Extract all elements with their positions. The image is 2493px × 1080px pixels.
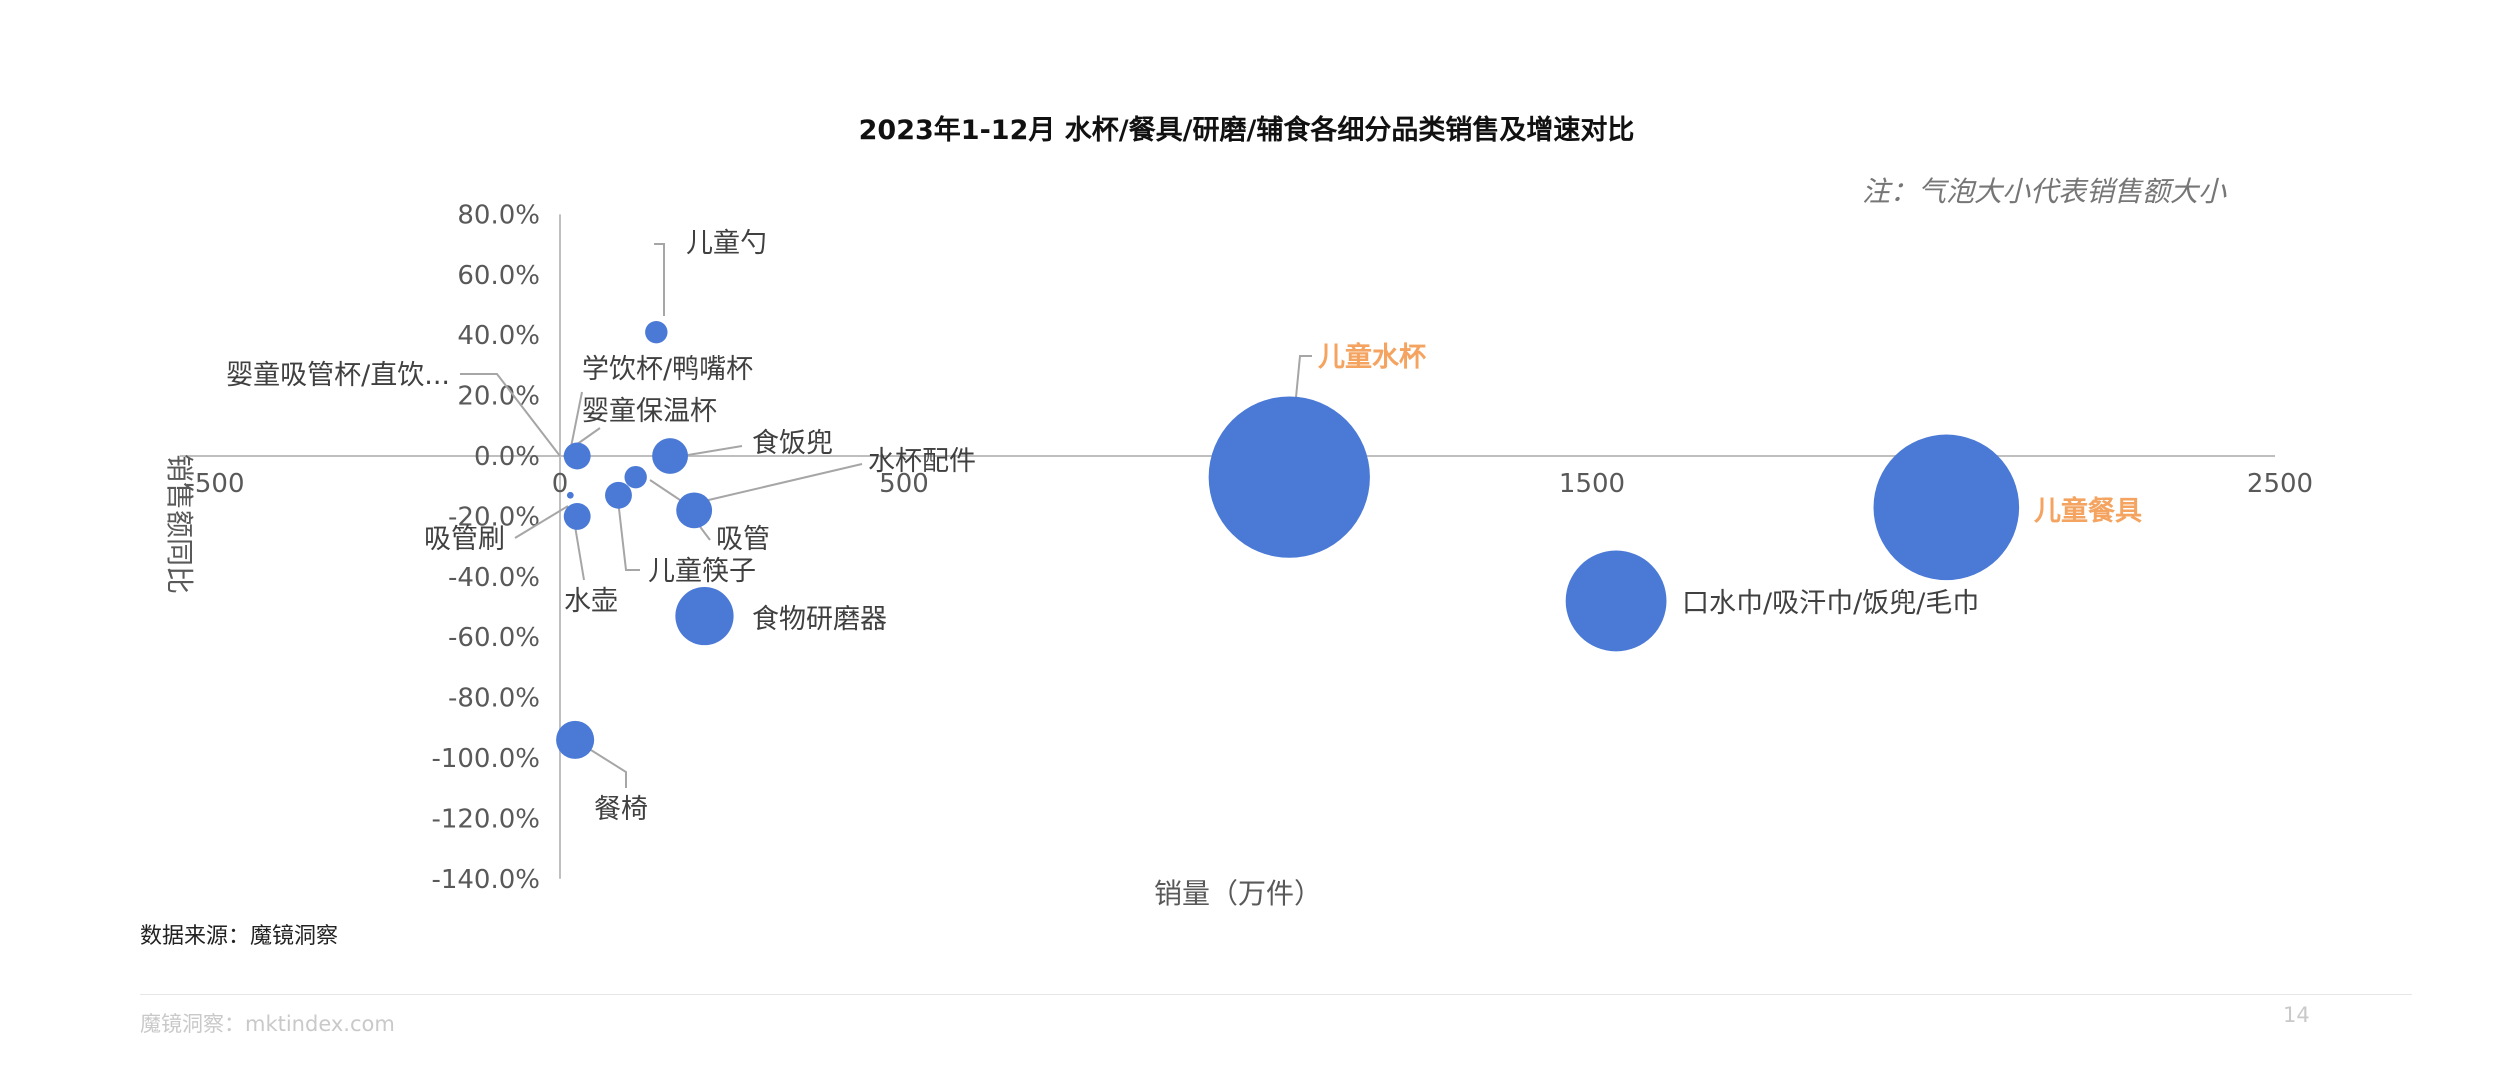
x-tick-label: 2500 [2247, 469, 2313, 499]
bubbles [556, 320, 2020, 759]
bubble [676, 492, 713, 529]
bubble [556, 720, 595, 759]
leader-line [617, 499, 640, 571]
y-tick-label: -20.0% [448, 502, 540, 532]
bubble [652, 438, 689, 474]
bubble-label: 餐椅 [594, 794, 648, 825]
leader-line [681, 445, 743, 457]
leader-line [569, 391, 583, 453]
bubble [645, 320, 668, 344]
y-tick-label: 60.0% [457, 261, 540, 291]
bubble-label: 儿童筷子 [648, 556, 756, 587]
x-tick-label: -500 [185, 469, 244, 499]
bubble [563, 502, 591, 530]
bubble-label: 儿童水杯 [1318, 341, 1426, 373]
bubble-label: 水壶 [564, 586, 618, 617]
chart-title: 2023年1-12月 水杯/餐具/研磨/辅食各细分品类销售及增速对比 [858, 115, 1635, 146]
bubble-label: 口水巾/吸汗巾/饭兜/毛巾 [1682, 588, 1979, 619]
bubble-label: 食饭兜 [752, 428, 833, 459]
y-tick-label: -140.0% [431, 865, 540, 895]
y-tick-label: -80.0% [448, 684, 540, 714]
y-tick-label: 40.0% [457, 321, 540, 351]
bubble [675, 586, 734, 646]
x-tick-label: 500 [879, 469, 929, 499]
bubble [1565, 550, 1667, 652]
bubble-label: 儿童餐具 [2034, 495, 2142, 527]
bubble [566, 491, 574, 499]
x-axis-title: 销量（万件） [1154, 877, 1322, 910]
data-source: 数据来源：魔镜洞察 [140, 924, 339, 949]
bubble [573, 449, 588, 463]
bubble-label: 学饮杯/鸭嘴杯 [582, 354, 753, 385]
leader-line [573, 519, 585, 581]
bubble-label: 水杯配件 [868, 446, 976, 477]
bubble-label: 婴童保温杯 [582, 396, 717, 427]
bubble-label: 吸管 [716, 524, 770, 555]
y-tick-label: -40.0% [448, 563, 540, 593]
bubble [624, 465, 647, 489]
footer-text: 魔镜洞察：mktindex.com [140, 1012, 395, 1036]
bubble [1208, 396, 1370, 558]
bubble-label: 吸管刷 [424, 524, 505, 555]
leader-line [654, 243, 665, 316]
leader-line [460, 373, 561, 457]
bubble [605, 481, 632, 509]
footer-divider [140, 994, 2412, 995]
leader-line [699, 463, 863, 503]
leader-line [514, 505, 569, 539]
leader-line [574, 739, 627, 788]
y-tick-label: -60.0% [448, 623, 540, 653]
bubble [1873, 434, 2020, 581]
bubble-label: 婴童吸管杯/直饮... [226, 360, 450, 391]
y-tick-label: 0.0% [474, 442, 540, 472]
bubble-label: 食物研磨器 [752, 604, 887, 635]
page-number: 14 [2283, 1003, 2310, 1027]
y-tick-label: 20.0% [457, 382, 540, 412]
y-tick-label: -120.0% [431, 804, 540, 834]
bubble-label: 儿童勺 [686, 228, 767, 259]
y-tick-label: -100.0% [431, 744, 540, 774]
bubble-size-note: 注：气泡大小代表销售额大小 [1862, 175, 2227, 208]
y-axis-title: 销售额同比 [163, 454, 196, 594]
x-tick-label: 0 [552, 469, 569, 499]
y-tick-label: 80.0% [457, 200, 540, 230]
x-tick-label: 1500 [1559, 469, 1625, 499]
